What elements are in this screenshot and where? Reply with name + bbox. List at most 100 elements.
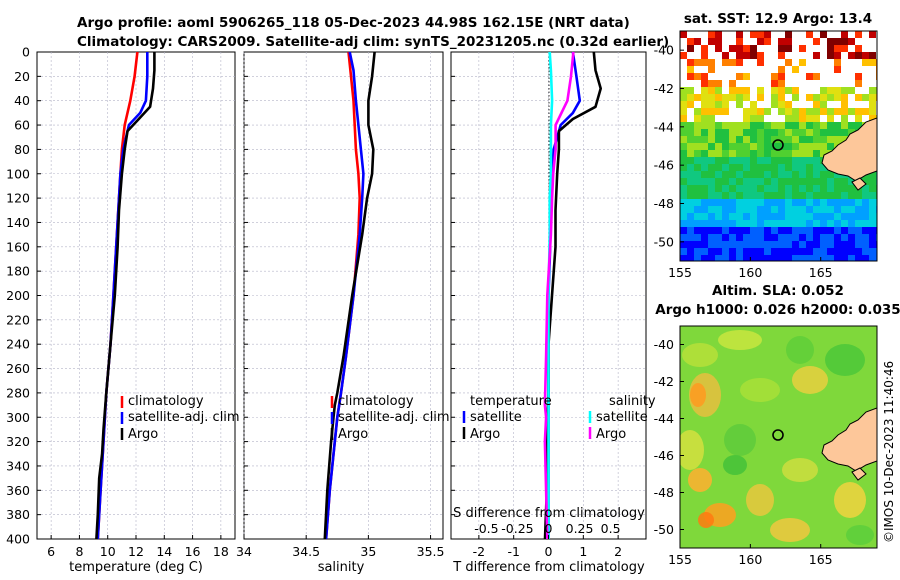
x-tick-label: 35: [360, 544, 376, 559]
sst-cell: [813, 157, 820, 164]
sst-cell: [792, 185, 799, 192]
sst-cell: [813, 192, 820, 199]
sst-cell: [757, 38, 764, 45]
sst-cell: [715, 227, 722, 234]
sst-cell: [778, 227, 785, 234]
sst-cell: [743, 178, 750, 185]
sst-cell: [785, 227, 792, 234]
sst-cell: [855, 108, 862, 115]
sst-cell: [729, 143, 736, 150]
sst-cell: [757, 255, 764, 261]
sst-cell: [841, 241, 848, 248]
sst-cell: [813, 241, 820, 248]
sst-cell: [827, 87, 834, 94]
sst-cell: [869, 108, 876, 115]
sla-anomaly-blobs: [680, 330, 874, 545]
sst-cell: [694, 213, 701, 220]
sst-cell: [736, 178, 743, 185]
sst-cell: [834, 227, 841, 234]
sst-cell: [813, 122, 820, 129]
sst-cell: [771, 185, 778, 192]
sst-cell: [855, 241, 862, 248]
sst-cell: [722, 59, 729, 66]
sst-cell: [680, 31, 687, 38]
sst-cell: [792, 255, 799, 261]
sst-cell: [701, 52, 708, 59]
sst-cell: [743, 136, 750, 143]
salinity-legend: climatology satellite-adj. clim Argo: [330, 394, 450, 442]
sst-cell: [806, 164, 813, 171]
sst-cell: [701, 171, 708, 178]
sst-cell: [806, 150, 813, 157]
sst-cell: [736, 45, 743, 52]
sst-cell: [806, 255, 813, 261]
sst-cell: [827, 227, 834, 234]
y-tick-label: 220: [6, 312, 30, 327]
sst-cell: [778, 94, 785, 101]
sst-cell: [694, 164, 701, 171]
sst-cell: [792, 150, 799, 157]
sst-cell: [855, 80, 862, 87]
sst-cell: [785, 59, 792, 66]
sst-cell: [708, 101, 715, 108]
sst-cell: [820, 87, 827, 94]
x-tick-label: 1: [579, 544, 587, 559]
sst-cell: [701, 101, 708, 108]
sst-cell: [848, 185, 855, 192]
sst-cell: [834, 234, 841, 241]
sst-cell: [764, 108, 771, 115]
sst-cell: [708, 150, 715, 157]
sst-cell: [701, 157, 708, 164]
sst-cell: [813, 255, 820, 261]
sst-cell: [834, 129, 841, 136]
sst-cell: [680, 241, 687, 248]
sst-cell: [750, 108, 757, 115]
sst-cell: [750, 115, 757, 122]
sst-cell: [785, 213, 792, 220]
sst-cell: [806, 108, 813, 115]
sst-cell: [694, 108, 701, 115]
legend-title-salinity: salinity: [609, 394, 656, 409]
sst-cell: [701, 45, 708, 52]
legend-label-s-satellite: satellite: [596, 410, 648, 425]
sst-cell: [757, 129, 764, 136]
sst-cell: [750, 164, 757, 171]
sst-cell: [806, 220, 813, 227]
sst-cell: [813, 129, 820, 136]
sst-cell: [834, 171, 841, 178]
s-difference-label: S difference from climatology: [453, 506, 645, 521]
sst-cell: [687, 185, 694, 192]
sst-cell: [743, 129, 750, 136]
y-tick-label: 80: [14, 142, 30, 157]
sst-cell: [785, 206, 792, 213]
sst-cell: [743, 248, 750, 255]
sst-cell: [680, 178, 687, 185]
sst-cell: [687, 206, 694, 213]
sst-cell: [743, 192, 750, 199]
sst-cell: [792, 94, 799, 101]
y-tick-label: 400: [6, 532, 30, 547]
sst-cell: [813, 164, 820, 171]
legend-label-climatology: climatology: [338, 394, 414, 409]
sst-cell: [715, 101, 722, 108]
sst-cell: [757, 248, 764, 255]
sst-cell: [687, 227, 694, 234]
argo-location-marker: [772, 139, 784, 151]
sst-cell: [855, 206, 862, 213]
sst-cell: [841, 220, 848, 227]
sst-cell: [771, 213, 778, 220]
sst-cell: [806, 94, 813, 101]
sst-cell: [729, 171, 736, 178]
sst-cell: [694, 220, 701, 227]
sst-cell: [834, 45, 841, 52]
sst-cell: [736, 227, 743, 234]
sst-cell: [855, 45, 862, 52]
sst-cell: [750, 234, 757, 241]
sst-cell: [701, 255, 708, 261]
sst-cell: [848, 122, 855, 129]
sst-cell: [820, 178, 827, 185]
sst-cell: [729, 129, 736, 136]
sst-cell: [750, 178, 757, 185]
sst-cell: [715, 38, 722, 45]
sst-cell: [729, 164, 736, 171]
